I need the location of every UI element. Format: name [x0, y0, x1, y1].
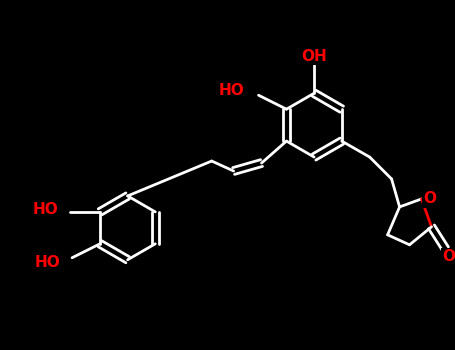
Text: HO: HO: [32, 202, 58, 217]
Text: HO: HO: [35, 255, 60, 270]
Text: HO: HO: [219, 83, 245, 98]
Text: O: O: [442, 249, 455, 264]
Text: O: O: [423, 191, 436, 206]
Text: OH: OH: [301, 49, 327, 64]
